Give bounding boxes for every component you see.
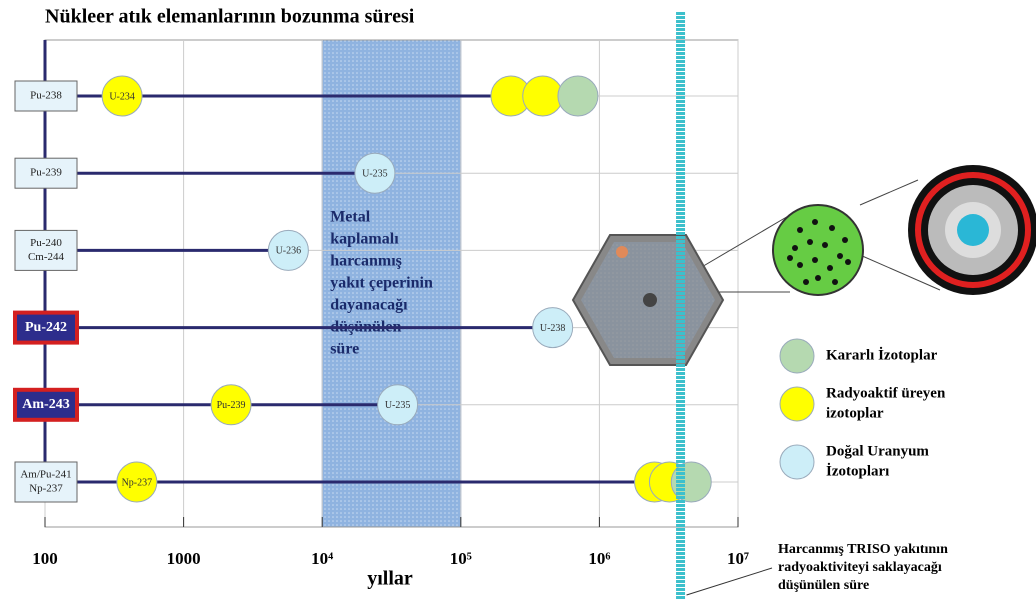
- product-circle: [522, 75, 564, 117]
- isotope-box: [13, 310, 79, 345]
- cladding-band: [321, 39, 462, 528]
- product-circle: [377, 384, 419, 426]
- product-label: U-235: [385, 400, 411, 411]
- product-label: Pu-239: [217, 400, 246, 411]
- isotope-label: Pu-238: [30, 90, 62, 102]
- x-tick-label: 10⁴: [311, 549, 333, 568]
- isotope-label: Pu-240: [30, 237, 62, 249]
- x-tick-label: 100: [32, 549, 58, 568]
- x-tick-label: 10⁷: [727, 549, 749, 568]
- x-tick-label: 1000: [167, 549, 201, 568]
- isotope-box: [14, 157, 78, 189]
- product-label: Np-237: [122, 477, 153, 488]
- product-circle: [557, 75, 599, 117]
- x-axis-label: yıllar: [367, 568, 413, 590]
- product-label: U-238: [540, 323, 566, 334]
- band-annotation: süre: [330, 341, 359, 358]
- isotope-box: [14, 229, 78, 271]
- legend-swatch: [779, 338, 815, 374]
- isotope-label: Am/Pu-241: [20, 469, 71, 481]
- legend-text: izotoplar: [826, 405, 884, 421]
- legend-text: Radyoaktif üreyen: [826, 385, 946, 401]
- fuel-illustration: [571, 165, 1036, 366]
- isotope-box: [13, 387, 79, 422]
- product-circle: [354, 152, 396, 194]
- triso-note: düşünülen süre: [778, 578, 869, 593]
- product-circle: [267, 229, 309, 271]
- isotope-label: Am-243: [22, 397, 69, 412]
- band-annotation: Metal: [330, 209, 371, 226]
- legend-text: İzotopları: [826, 462, 889, 479]
- isotope-label: Pu-242: [25, 320, 67, 335]
- band-annotation: yakıt çeperinin: [330, 275, 433, 292]
- product-circle: [532, 307, 574, 349]
- band-annotation: kaplamalı: [330, 231, 399, 248]
- legend-swatch: [779, 386, 815, 422]
- product-label: U-236: [276, 246, 302, 257]
- product-label: U-235: [362, 168, 388, 179]
- product-circle: [116, 461, 158, 503]
- product-circle: [101, 75, 143, 117]
- isotope-label: Np-237: [29, 483, 63, 495]
- band-annotation: harcanmış: [330, 253, 402, 270]
- x-tick-label: 10⁵: [450, 549, 472, 568]
- legend-text: Doğal Uranyum: [826, 443, 929, 459]
- triso-note: Harcanmış TRISO yakıtının: [778, 542, 948, 557]
- triso-pointer: [686, 567, 773, 596]
- isotope-box: [14, 80, 78, 112]
- triso-note: radyoaktiviteyi saklayacağı: [778, 560, 942, 575]
- legend-swatch: [779, 444, 815, 480]
- isotope-box: [14, 461, 78, 503]
- band-annotation: dayanacağı: [330, 297, 408, 314]
- legend-text: Kararlı İzotoplar: [826, 346, 938, 363]
- chart-title: Nükleer atık elemanlarının bozunma süres…: [45, 6, 415, 28]
- product-label: U-234: [109, 91, 135, 102]
- isotope-label: Cm-244: [28, 251, 65, 263]
- product-circle: [210, 384, 252, 426]
- x-tick-label: 10⁶: [588, 549, 610, 568]
- isotope-label: Pu-239: [30, 167, 62, 179]
